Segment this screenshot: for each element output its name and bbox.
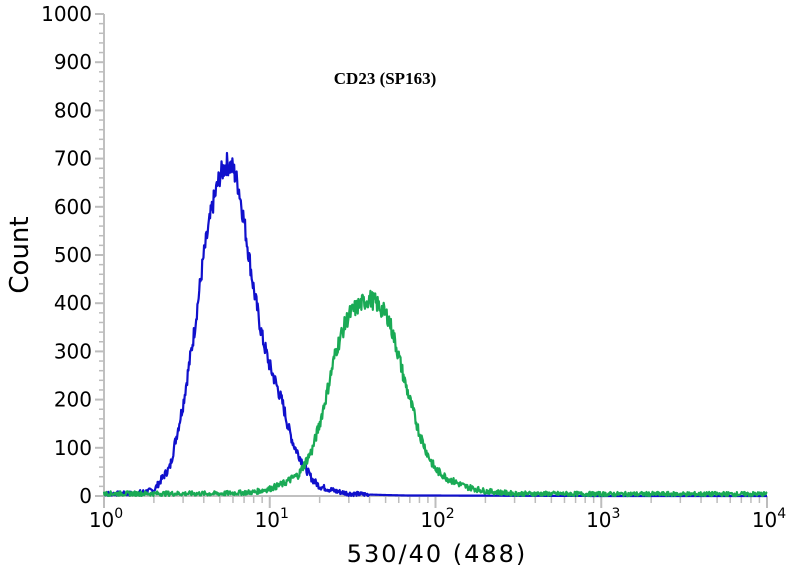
series-line-2 [102,289,768,498]
y-tick-label: 300 [54,339,92,363]
x-tick-label: 101 [255,506,289,532]
y-tick-label: 800 [54,98,92,122]
x-tick-label: 104 [752,506,786,532]
series-layer [102,151,768,498]
y-tick-label: 200 [54,388,92,412]
y-tick-label: 900 [54,50,92,74]
y-tick-label: 100 [54,436,92,460]
x-tick-label: 103 [586,506,620,532]
y-tick-label: 500 [54,243,92,267]
y-tick-label: 700 [54,147,92,171]
y-tick-label: 600 [54,195,92,219]
x-axis-title: 530/40 (488) [347,540,528,568]
y-tick-label: 1000 [41,2,92,26]
x-axis: 100 101 102 103 104 [89,495,786,532]
y-axis-title: Count [5,216,35,293]
x-tick-label: 102 [420,506,454,532]
y-axis: 0 100 200 300 400 500 600 700 800 900 1000 [41,2,105,508]
y-tick-label: 0 [79,484,92,508]
chart-title: CD23 (SP163) [334,69,436,88]
y-tick-label: 400 [54,291,92,315]
x-tick-label: 100 [89,506,123,532]
series-line-1 [103,151,768,498]
